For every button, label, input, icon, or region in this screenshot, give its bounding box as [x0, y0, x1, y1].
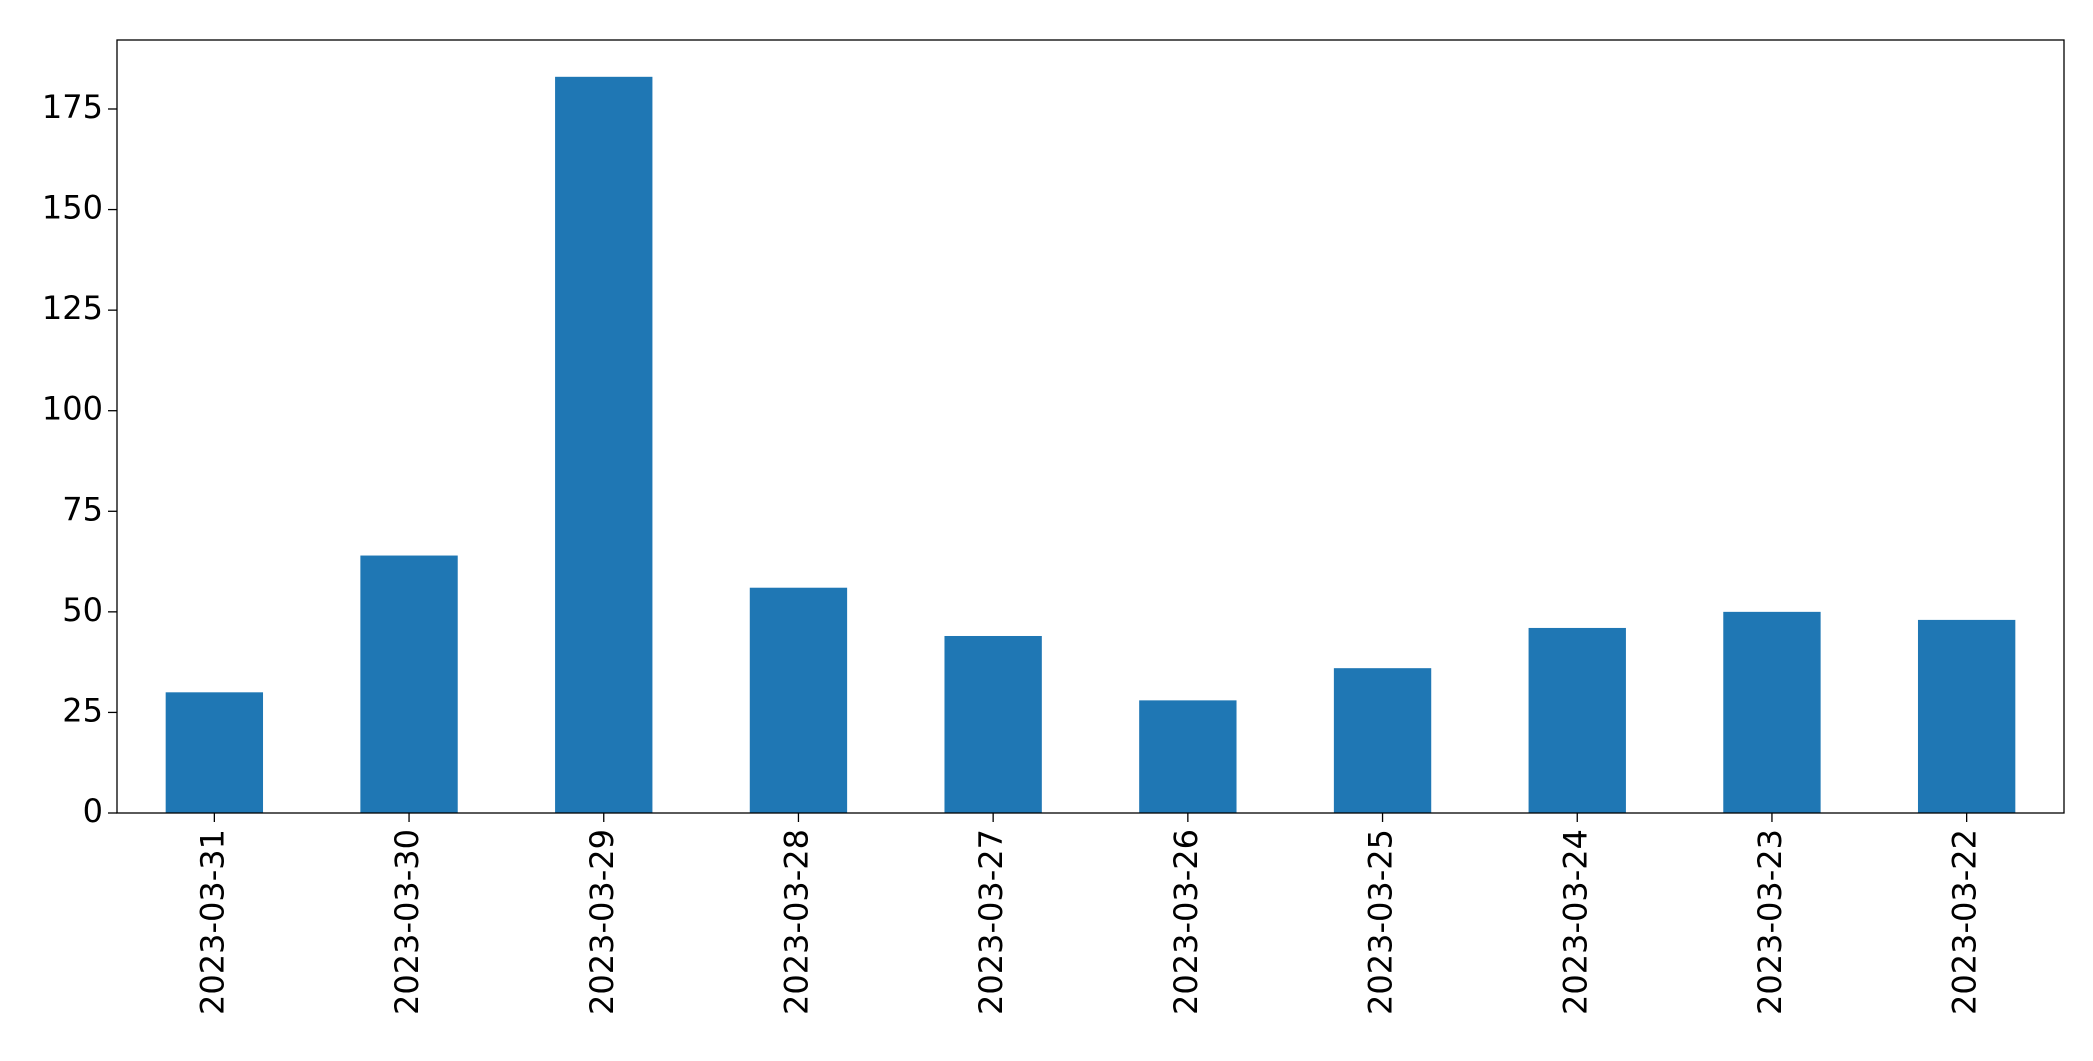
y-tick-label: 0	[83, 792, 103, 830]
bar	[1333, 668, 1432, 813]
bar	[944, 635, 1042, 813]
bar	[749, 587, 848, 813]
x-tick-label: 2023-03-28	[777, 829, 815, 1015]
x-tick-label: 2023-03-29	[583, 829, 621, 1015]
bar	[165, 692, 264, 813]
x-tick-label: 2023-03-31	[193, 829, 231, 1015]
y-tick-label: 100	[42, 390, 103, 428]
bar	[1917, 619, 2016, 813]
y-tick-label: 75	[62, 490, 103, 528]
y-tick-label: 50	[62, 591, 103, 629]
x-tick-label: 2023-03-22	[1946, 829, 1984, 1015]
plot-frame	[116, 39, 2065, 814]
x-tick-label: 2023-03-25	[1362, 829, 1400, 1015]
x-tick-label: 2023-03-27	[972, 829, 1010, 1015]
bar	[555, 76, 653, 814]
bar	[1723, 611, 1821, 813]
bar	[1139, 700, 1237, 813]
bar	[1528, 627, 1626, 813]
y-tick-label: 25	[62, 691, 103, 729]
y-tick-label: 150	[42, 189, 103, 227]
y-tick-label: 125	[42, 289, 103, 327]
bar	[360, 555, 458, 813]
x-tick-label: 2023-03-23	[1751, 829, 1789, 1015]
x-tick-label: 2023-03-24	[1556, 829, 1594, 1015]
x-tick-label: 2023-03-26	[1167, 829, 1205, 1015]
x-tick-label: 2023-03-30	[388, 829, 426, 1015]
y-tick-label: 175	[42, 88, 103, 126]
